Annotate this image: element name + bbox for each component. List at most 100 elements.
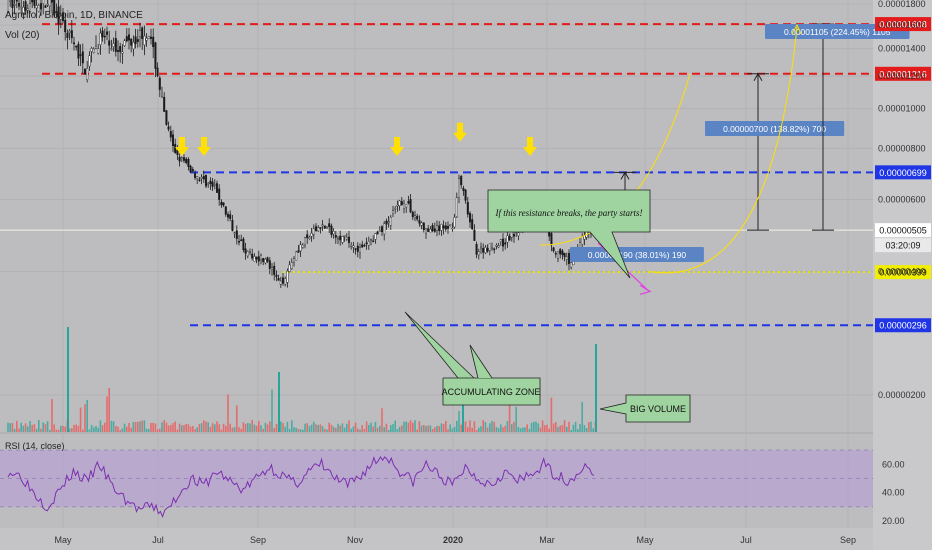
volume-bar — [403, 421, 405, 432]
candle-body — [554, 252, 557, 255]
candle-body — [53, 0, 56, 16]
volume-bar — [233, 426, 236, 432]
volume-bar — [108, 387, 110, 432]
candle-body — [389, 217, 392, 226]
volume-bar — [522, 427, 524, 432]
volume-label[interactable]: Vol (20) — [5, 30, 39, 41]
candle-body — [242, 238, 245, 251]
candle-body — [94, 46, 97, 49]
volume-bar — [244, 423, 247, 432]
volume-bar — [62, 425, 64, 432]
price-tag — [875, 318, 931, 333]
measure-arrowhead — [620, 171, 630, 180]
volume-bar — [68, 428, 71, 432]
volume-bar — [317, 425, 319, 432]
candle-body — [449, 224, 452, 227]
volume-bar — [526, 424, 528, 432]
measure-label: 0.00000700 (138.82%) 700 — [723, 124, 826, 134]
candle-body — [414, 215, 417, 219]
candle-body — [405, 204, 408, 208]
volume-bar — [423, 425, 425, 432]
volume-bar — [148, 429, 150, 432]
candle-body — [411, 211, 414, 218]
candle-body — [154, 42, 157, 69]
candle-body — [40, 3, 43, 10]
time-axis-tick: 2020 — [443, 535, 463, 545]
candle-body — [341, 236, 344, 243]
callouts: If this resistance breaks, the party sta… — [404, 189, 691, 423]
price-tag — [875, 17, 931, 32]
volume-bar — [579, 424, 581, 432]
volume-bar — [165, 422, 168, 432]
candle-body — [323, 225, 326, 229]
rsi-label[interactable]: RSI (14, close) — [5, 441, 65, 451]
candle-body — [552, 247, 555, 252]
volume-bar — [159, 428, 161, 432]
price-tag-label: 0.00000505 — [879, 226, 927, 236]
candle-body — [284, 278, 287, 285]
volume-bar — [192, 426, 194, 432]
candle-body — [473, 229, 476, 241]
volume-bar — [508, 393, 511, 432]
volume-bar — [222, 423, 225, 432]
volume-bar — [251, 420, 253, 432]
volume-bar — [273, 428, 275, 432]
candle-body — [295, 251, 298, 261]
volume-bar — [321, 426, 324, 432]
candle-body — [266, 257, 269, 262]
volume-bar — [515, 406, 517, 432]
rsi-axis-tick: 20.00 — [882, 516, 905, 526]
volume-bar — [420, 425, 423, 432]
volume-bar — [75, 424, 77, 432]
volume-bar — [310, 424, 313, 432]
time-axis-tick: Sep — [840, 535, 856, 545]
volume-bar — [288, 428, 291, 432]
volume-bar — [126, 426, 128, 432]
candle-body — [356, 245, 359, 252]
volume-bar — [238, 427, 240, 432]
down-arrow-marker — [523, 137, 537, 157]
candle-body — [385, 220, 388, 225]
candle-body — [359, 247, 362, 253]
candle-body — [29, 3, 32, 12]
candle-body — [460, 176, 463, 186]
volume-bar — [357, 428, 359, 432]
candle-body — [288, 264, 291, 272]
symbol-title[interactable]: Agrello / Bitcoin, 1D, BINANCE — [5, 10, 143, 21]
volume-bar — [280, 421, 282, 432]
volume-bar — [429, 425, 432, 432]
candle-body — [350, 245, 353, 247]
candle-body — [185, 158, 188, 163]
volume-bar — [93, 427, 95, 432]
volume-bar — [548, 428, 550, 432]
candle-body — [224, 206, 227, 215]
volume-bar — [328, 422, 330, 432]
candle-body — [260, 255, 263, 261]
callout-box — [404, 311, 541, 406]
volume-bar — [524, 427, 526, 432]
main-pane-background — [0, 0, 873, 432]
candle-body — [394, 207, 397, 210]
candle-body — [226, 214, 229, 218]
candle-body — [279, 280, 282, 285]
candle-body — [143, 35, 146, 46]
time-axis-tick: Sep — [250, 535, 266, 545]
volume-bar — [335, 427, 337, 432]
volume-bar — [539, 427, 542, 432]
volume-bar — [97, 427, 99, 432]
volume-spike — [462, 387, 464, 432]
candle-body — [233, 232, 236, 234]
volume-bar — [33, 424, 36, 432]
candle-body — [517, 232, 520, 236]
candle-body — [160, 96, 163, 98]
volume-bar — [561, 425, 564, 432]
candle-body — [72, 42, 75, 45]
volume-bar — [13, 428, 16, 432]
candle-body — [110, 48, 113, 50]
time-axis-tick: May — [54, 535, 72, 545]
candle-body — [282, 277, 285, 284]
volume-bar — [319, 424, 322, 432]
candle-body — [374, 233, 377, 240]
candle-body — [92, 48, 95, 53]
